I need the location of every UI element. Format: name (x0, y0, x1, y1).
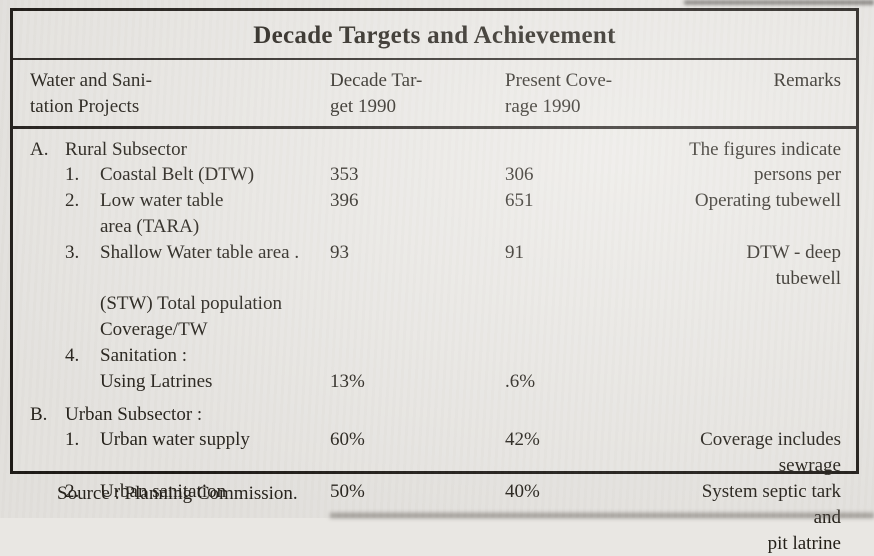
row-project-cell: (STW) Total population (30, 291, 330, 317)
row-label: Urban water supply (100, 429, 250, 451)
row-decade-target-value (330, 343, 505, 369)
row-present-coverage-value: .6% (505, 370, 536, 392)
row-present-coverage-value (505, 291, 685, 317)
row-section-marker (30, 369, 65, 395)
row-decade-target-value (330, 137, 505, 163)
column-header-decade-target: Decade Tar- get 1990 (330, 70, 423, 117)
column-header-present-coverage: Present Cove- rage 1990 (505, 70, 613, 117)
row-decade-target-value (330, 317, 505, 343)
row-label: Shallow Water table area . (100, 241, 300, 263)
decade-targets-table: Decade Targets and Achievement Water and… (10, 8, 859, 554)
row-remark (685, 343, 841, 369)
row-label: Urban sanitation (100, 480, 227, 502)
table-header-row: Water and Sani- tation Projects Decade T… (13, 60, 856, 129)
row-present-coverage-value (505, 531, 685, 556)
row-project-cell: A. Rural Subsector (30, 137, 330, 163)
row-section-marker (30, 240, 65, 292)
row-decade-target-value: 396 (330, 190, 359, 212)
row-project-cell: Coverage/TW (30, 317, 330, 343)
row-section-marker: A. (30, 138, 49, 160)
row-present-coverage-value: 91 (505, 241, 524, 263)
scan-artifact-bottom-edge (330, 513, 874, 518)
row-label: Low water table (100, 190, 224, 212)
row-label: Urban Subsector : (65, 403, 203, 425)
row-number-marker: 2. (65, 480, 80, 502)
row-section-marker (30, 188, 65, 214)
row-decade-target-value: 93 (330, 241, 349, 263)
row-number-marker: 4. (65, 344, 80, 366)
row-present-coverage-value: 40% (505, 480, 540, 502)
column-header-projects: Water and Sani- tation Projects (30, 70, 152, 117)
row-project-cell: 2. Low water table (30, 188, 330, 214)
row-number-marker: 1. (65, 429, 80, 451)
row-number-marker (65, 317, 100, 343)
row-number-marker: 1. (65, 164, 80, 186)
row-project-cell: 1. Urban water supply (30, 427, 330, 479)
row-remark: Operating tubewell (694, 190, 841, 212)
row-label: Coastal Belt (DTW) (100, 164, 255, 186)
row-section-marker (30, 317, 65, 343)
table-title: Decade Targets and Achievement (13, 11, 856, 60)
source-note: Source : Planning Commission. (57, 483, 298, 504)
row-present-coverage-value: 42% (505, 429, 540, 451)
row-present-coverage-value (505, 402, 685, 428)
row-project-cell (30, 531, 330, 556)
row-number-marker: 2. (65, 190, 80, 212)
row-present-coverage-value: 306 (505, 164, 534, 186)
row-number-marker (65, 369, 100, 395)
row-label: Using Latrines (100, 370, 213, 392)
row-project-cell: Using Latrines (30, 369, 330, 395)
row-present-coverage-value (505, 317, 685, 343)
column-header-remarks: Remarks (773, 70, 841, 91)
row-section-marker (30, 427, 65, 479)
row-remark (685, 214, 841, 240)
row-project-cell: 4. Sanitation : (30, 343, 330, 369)
row-remark (685, 317, 841, 343)
row-present-coverage-value (505, 214, 685, 240)
row-present-coverage-value (505, 137, 685, 163)
row-number-marker: 3. (65, 241, 80, 263)
row-project-cell: 1. Coastal Belt (DTW) (30, 162, 330, 188)
row-remark: DTW - deep tubewell (746, 241, 841, 289)
row-remark: persons per (753, 164, 841, 186)
row-section-marker (30, 531, 65, 556)
row-section-marker (30, 291, 65, 317)
row-section-marker (30, 343, 65, 369)
table-body: A. Rural Subsector The figures indicate … (13, 129, 856, 556)
row-number-marker (65, 531, 100, 556)
row-remark (685, 291, 841, 317)
row-decade-target-value (330, 531, 505, 556)
row-decade-target-value (330, 402, 505, 428)
row-project-cell: 3. Shallow Water table area . (30, 240, 330, 292)
row-remark: Coverage includes sewrage (700, 429, 841, 477)
row-present-coverage-value (505, 343, 685, 369)
row-label: area (TARA) (100, 215, 200, 237)
row-remark: The figures indicate (689, 138, 841, 160)
row-remark (685, 402, 841, 428)
row-section-marker (30, 162, 65, 188)
row-decade-target-value: 13% (330, 370, 365, 392)
row-present-coverage-value: 651 (505, 190, 534, 212)
row-number-marker (65, 291, 100, 317)
row-project-cell: 2. Urban sanitation (30, 479, 330, 531)
row-number-marker (65, 214, 100, 240)
row-section-marker (30, 214, 65, 240)
row-remark: System septic tark and (701, 480, 841, 528)
row-remark (685, 369, 841, 395)
row-decade-target-value: 50% (330, 480, 365, 502)
row-section-marker: B. (30, 403, 48, 425)
row-project-cell: B. Urban Subsector : (30, 402, 330, 428)
row-project-cell: area (TARA) (30, 214, 330, 240)
row-remark: pit latrine (767, 532, 841, 554)
row-decade-target-value: 353 (330, 164, 359, 186)
row-decade-target-value: 60% (330, 429, 365, 451)
row-label: Rural Subsector (65, 138, 187, 160)
row-label: Sanitation : (100, 344, 188, 366)
row-label: (STW) Total population (100, 293, 282, 315)
row-decade-target-value (330, 214, 505, 240)
scan-artifact-top-right-edge (684, 0, 874, 5)
row-label: Coverage/TW (100, 319, 208, 341)
row-decade-target-value (330, 291, 505, 317)
